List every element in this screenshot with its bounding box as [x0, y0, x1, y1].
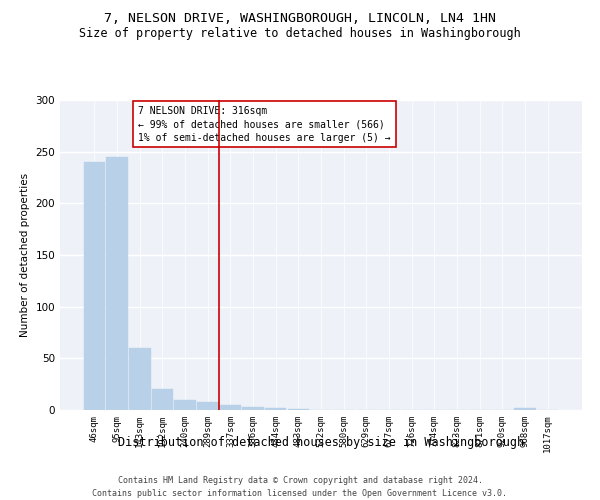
Text: Contains HM Land Registry data © Crown copyright and database right 2024.
Contai: Contains HM Land Registry data © Crown c… [92, 476, 508, 498]
Text: 7 NELSON DRIVE: 316sqm
← 99% of detached houses are smaller (566)
1% of semi-det: 7 NELSON DRIVE: 316sqm ← 99% of detached… [139, 106, 391, 142]
Bar [514, 408, 536, 410]
Bar [152, 390, 173, 410]
Bar [220, 405, 241, 410]
Bar [242, 407, 264, 410]
Text: 7, NELSON DRIVE, WASHINGBOROUGH, LINCOLN, LN4 1HN: 7, NELSON DRIVE, WASHINGBOROUGH, LINCOLN… [104, 12, 496, 26]
Bar [265, 408, 286, 410]
Bar [84, 162, 105, 410]
Y-axis label: Number of detached properties: Number of detached properties [20, 173, 30, 337]
Bar [175, 400, 196, 410]
Bar [287, 409, 309, 410]
Text: Distribution of detached houses by size in Washingborough: Distribution of detached houses by size … [118, 436, 524, 449]
Bar [129, 348, 151, 410]
Bar [197, 402, 218, 410]
Text: Size of property relative to detached houses in Washingborough: Size of property relative to detached ho… [79, 28, 521, 40]
Bar [106, 157, 128, 410]
